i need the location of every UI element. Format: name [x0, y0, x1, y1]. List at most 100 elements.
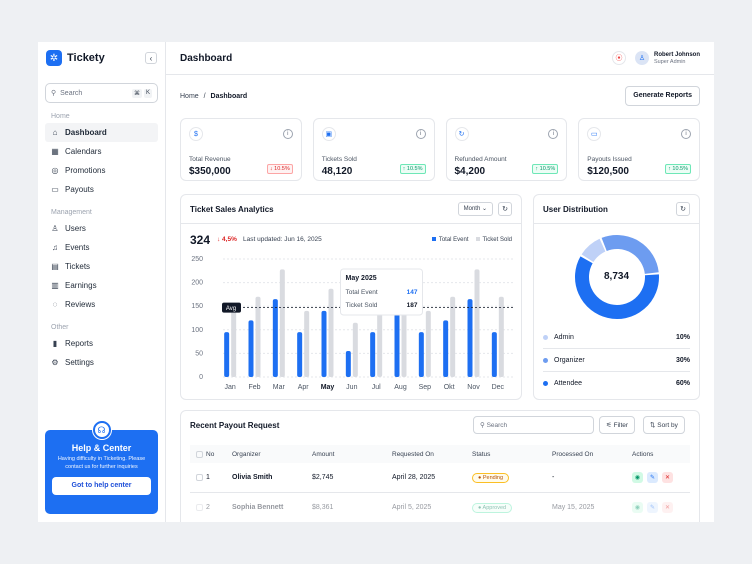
breadcrumb: Home / Dashboard [180, 93, 625, 100]
chart-legend: Total Event Ticket Sold [431, 237, 512, 243]
legend-dot [543, 357, 548, 363]
sidebar-item-label: Reviews [65, 300, 96, 309]
payout-search-input[interactable]: ⚲ Search [473, 416, 594, 434]
info-icon[interactable]: i [282, 129, 293, 139]
total-event-bar [248, 320, 254, 377]
sidebar-item-payouts[interactable]: ▭ Payouts [45, 180, 158, 199]
collapse-sidebar-button[interactable]: ‹ [145, 52, 157, 64]
help-center-card: ☊ Help & Center Having difficulty in Tic… [45, 421, 158, 514]
sort-button[interactable]: ⇅ Sort by [643, 416, 685, 434]
column-header: Amount [312, 450, 335, 458]
delete-icon[interactable]: ✕ [662, 472, 673, 483]
x-tick-label: Dec [492, 384, 505, 391]
distribution-donut [575, 235, 659, 319]
breadcrumb-home[interactable]: Home [180, 92, 199, 100]
search-icon: ⚲ [480, 422, 485, 429]
delete-icon[interactable]: ✕ [662, 502, 673, 513]
sidebar-item-users[interactable]: ♙ Users [45, 219, 158, 238]
headset-icon: ☊ [92, 421, 111, 439]
card-title: Ticket Sales Analytics [190, 205, 274, 214]
view-icon[interactable]: ◉ [632, 472, 643, 483]
amount: $8,361 [312, 504, 334, 511]
edit-icon[interactable]: ✎ [647, 472, 658, 483]
info-icon[interactable]: i [681, 129, 691, 139]
sidebar-item-events[interactable]: ♫ Events [45, 238, 158, 257]
sidebar-item-reports[interactable]: ▮ Reports [45, 334, 158, 353]
refresh-icon: ↻ [680, 206, 686, 213]
y-tick-label: 150 [191, 303, 203, 310]
sidebar-search[interactable]: ⚲ Search ⌘ K [45, 83, 158, 103]
requested-on: April 28, 2025 [392, 474, 436, 481]
info-icon[interactable]: i [415, 129, 426, 139]
distribution-row: Attendee 60% [543, 372, 690, 395]
sidebar-item-promotions[interactable]: ◎ Promotions [45, 161, 158, 180]
nav-section-label: Other [51, 324, 69, 331]
table-row: 1 Olivia Smith $2,745 April 28, 2025 ● P… [190, 463, 690, 493]
stat-card: ▣ i Tickets Sold 48,120 ↑ 10.5% [312, 118, 435, 181]
x-tick-label: Jun [346, 384, 357, 391]
ticket-sold-bar [328, 288, 334, 377]
distribution-label: Admin [554, 333, 574, 341]
sidebar-item-tickets[interactable]: ▤ Tickets [45, 257, 158, 276]
column-header: Requested On [392, 450, 434, 458]
sidebar-item-calendars[interactable]: ▦ Calendars [45, 142, 158, 161]
promotion-icon: ◎ [51, 166, 59, 175]
home-icon: ⌂ [52, 128, 58, 137]
amount: $2,745 [312, 474, 334, 481]
sidebar-item-settings[interactable]: ⚙ Settings [45, 353, 158, 372]
stat-delta: ↑ 10.5% [665, 164, 691, 174]
total-event-bar [224, 332, 230, 377]
stat-value: $350,000 [189, 166, 231, 177]
stat-delta: ↑ 10.5% [532, 164, 559, 174]
ticket-sold-bar [425, 310, 431, 377]
legend-dot [543, 334, 548, 340]
stat-label: Total Revenue [189, 156, 231, 163]
x-tick-label: Nov [467, 384, 480, 391]
row-checkbox[interactable] [196, 474, 203, 481]
y-tick-label: 250 [191, 256, 203, 263]
legend-item: Ticket Sold [475, 237, 512, 243]
info-icon[interactable]: i [548, 129, 559, 139]
payout-table: No Organizer Amount Requested On Status Proce… [190, 445, 690, 522]
filter-button[interactable]: ⚟ Filter [599, 416, 636, 434]
brand: ✲ Tickety ‹ [38, 42, 165, 74]
user-info[interactable]: Robert Johnson Super Admin [654, 52, 700, 65]
period-select[interactable]: Month ⌄ [457, 202, 493, 216]
edit-icon[interactable]: ✎ [647, 502, 658, 513]
stat-delta: ↓ 10.5% [266, 164, 293, 174]
select-all-checkbox[interactable] [196, 450, 203, 458]
card-title: User Distribution [543, 205, 608, 214]
help-text: Having difficulty in Ticketing. Please c… [57, 456, 146, 470]
generate-reports-button[interactable]: Generate Reports [625, 86, 700, 106]
sidebar-item-label: Tickets [65, 262, 91, 271]
music-icon: ♫ [52, 243, 58, 252]
admin-segment [581, 238, 606, 263]
processed-on: - [552, 474, 555, 481]
page-title: Dashboard [180, 52, 233, 64]
chart-tooltip [340, 268, 423, 316]
sidebar-item-label: Calendars [65, 147, 102, 156]
avatar[interactable]: ♙ [635, 51, 649, 65]
ticket-sold-bar [255, 296, 261, 377]
sidebar: ✲ Tickety ‹ ⚲ Search ⌘ K Home ⌂ Dashboard ▦ C… [38, 42, 166, 522]
cmd-key: ⌘ [131, 88, 142, 98]
organizer-segment [601, 235, 659, 275]
earnings-icon: ▥ [51, 281, 59, 290]
ticket-sold-bar [279, 269, 285, 377]
sidebar-item-label: Users [65, 224, 86, 233]
refresh-button[interactable]: ↻ [498, 202, 512, 216]
sidebar-item-dashboard[interactable]: ⌂ Dashboard [45, 123, 158, 142]
sidebar-item-reviews[interactable]: ◌ Reviews [45, 295, 158, 314]
payout-card: Recent Payout Request ⚲ Search ⚟ Filter … [180, 410, 700, 522]
sidebar-item-earnings[interactable]: ▥ Earnings [45, 276, 158, 295]
notification-icon[interactable]: ⦿ [612, 51, 626, 65]
view-icon[interactable]: ◉ [632, 502, 643, 513]
search-placeholder: Search [60, 89, 83, 97]
stat-card: ↻ i Refunded Amount $4,200 ↑ 10.5% [445, 118, 568, 181]
refresh-button[interactable]: ↻ [676, 202, 690, 216]
help-center-button[interactable]: Got to help center [52, 477, 151, 495]
user-distribution-card: User Distribution ↻ 8,734 Admin 10% Organi… [533, 194, 700, 400]
row-checkbox[interactable] [196, 504, 203, 511]
x-tick-label: Mar [273, 384, 286, 391]
stat-label: Payouts Issued [587, 156, 632, 163]
